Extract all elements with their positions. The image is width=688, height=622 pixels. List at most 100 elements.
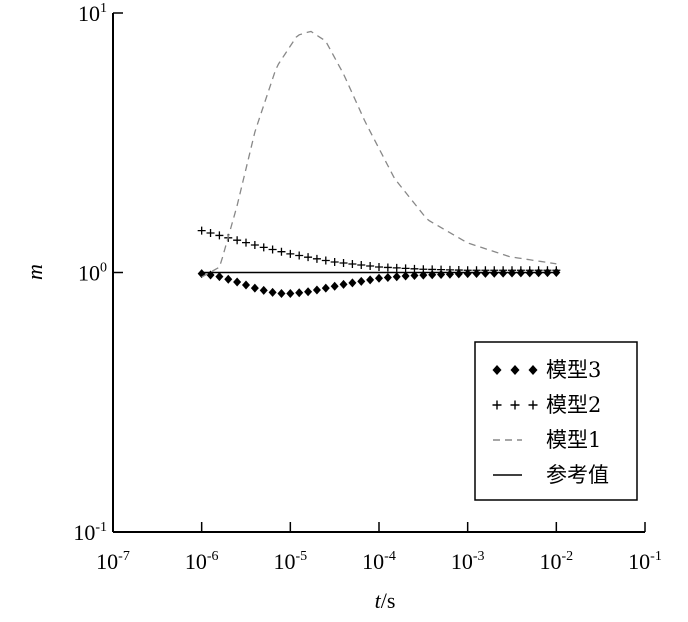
series-point [410, 271, 419, 281]
series-point [286, 288, 295, 298]
series-3 [201, 30, 557, 278]
x-tick-label-base: 10 [628, 549, 650, 574]
series-line [201, 30, 557, 278]
y-tick-label-base: 10 [78, 261, 100, 286]
x-tick-label: 10-4 [362, 549, 396, 574]
series-point [304, 287, 313, 297]
x-tick-label-exp: -2 [561, 549, 573, 564]
series-point [224, 274, 233, 284]
series-point [383, 273, 392, 283]
series-point [366, 261, 375, 270]
series-point [215, 272, 224, 282]
series-point [339, 258, 348, 267]
series-point [552, 266, 561, 275]
x-tick-label: 10-5 [273, 549, 307, 574]
x-tick-label-base: 10 [362, 549, 384, 574]
series-point [312, 254, 321, 263]
y-axis-label: m [22, 264, 47, 280]
x-tick-label-exp: -1 [650, 549, 662, 564]
series-point [277, 247, 286, 256]
x-tick-label-base: 10 [539, 549, 561, 574]
x-tick-label-base: 10 [451, 549, 473, 574]
series-point [348, 259, 357, 268]
y-tick-label: 10-1 [73, 520, 107, 545]
legend-marker [510, 365, 520, 375]
legend-item: 模型3 [492, 358, 601, 382]
series-point [339, 279, 348, 289]
y-tick-label-exp: -1 [95, 520, 107, 535]
x-axis-label: t/s [375, 588, 396, 613]
x-axis-label-var: t [375, 588, 382, 613]
legend-box [474, 341, 638, 501]
series-point [304, 253, 313, 262]
series-point [242, 280, 250, 290]
y-tick-label-exp: 1 [100, 1, 107, 16]
series-2 [197, 226, 561, 275]
series-point [366, 275, 375, 285]
series-point [348, 278, 357, 288]
series-point [321, 283, 330, 293]
x-tick-label-exp: -4 [384, 549, 396, 564]
series-layer [197, 30, 561, 298]
series-point [215, 231, 224, 240]
series-point [330, 257, 339, 266]
series-point [250, 283, 259, 293]
x-tick-label-base: 10 [185, 549, 207, 574]
series-point [242, 238, 250, 247]
legend-label: 模型2 [546, 393, 601, 417]
series-point [330, 281, 339, 291]
series-point [401, 264, 410, 273]
series-point [259, 285, 268, 295]
series-point [410, 264, 419, 273]
series-point [392, 272, 401, 282]
x-tick-label-base: 10 [273, 549, 295, 574]
y-tick-label-base: 10 [78, 1, 100, 26]
series-point [233, 236, 242, 245]
legend-label: 参考值 [546, 463, 609, 487]
series-point [375, 273, 383, 283]
series-point [357, 260, 366, 269]
y-tick-label: 101 [78, 1, 107, 26]
legend-marker [528, 365, 538, 375]
x-tick-label: 10-7 [96, 549, 130, 574]
series-point [268, 287, 277, 297]
x-axis-label-unit: /s [381, 588, 396, 613]
legend-item: 模型1 [493, 428, 601, 452]
x-tick-label-exp: -3 [473, 549, 485, 564]
series-point [321, 256, 330, 265]
series-point [286, 249, 295, 258]
series-point [295, 288, 304, 298]
legend-item: 模型2 [492, 393, 601, 417]
x-tick-label-exp: -6 [207, 549, 219, 564]
x-tick-label: 10-2 [539, 549, 573, 574]
x-tick-label: 10-6 [185, 549, 219, 574]
series-point [357, 276, 366, 286]
x-tick-label-base: 10 [96, 549, 118, 574]
series-point [392, 263, 401, 272]
x-tick-label: 10-1 [628, 549, 662, 574]
series-point [277, 288, 286, 298]
series-point [233, 277, 242, 287]
y-tick-label-exp: 0 [100, 261, 107, 276]
legend-label: 模型3 [546, 358, 601, 382]
series-point [295, 251, 304, 260]
x-tick-label-exp: -7 [118, 549, 130, 564]
x-tick-label: 10-3 [451, 549, 485, 574]
y-tick-label-base: 10 [73, 520, 95, 545]
series-point [268, 245, 277, 254]
series-point [206, 229, 215, 238]
series-point [312, 285, 321, 295]
series-point [197, 226, 206, 235]
legend-marker [528, 400, 538, 410]
legend-item: 参考值 [493, 463, 609, 487]
series-point [250, 240, 259, 249]
series-point [401, 271, 410, 281]
legend-marker [492, 365, 502, 375]
series-point [259, 243, 268, 252]
series-point [375, 263, 383, 272]
y-tick-label: 100 [78, 261, 107, 286]
legend: 模型3 模型2 模型1 参考值 [474, 341, 638, 501]
x-tick-label-exp: -5 [295, 549, 307, 564]
